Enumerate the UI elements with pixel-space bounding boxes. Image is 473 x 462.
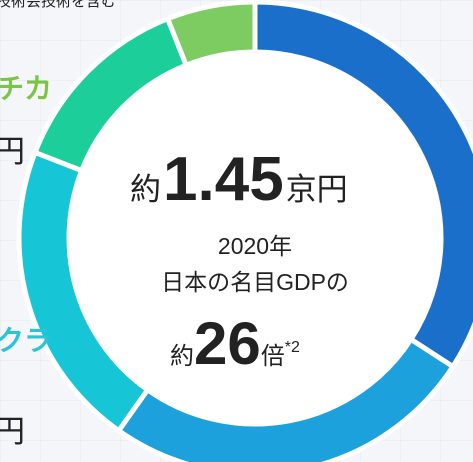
ratio-value: 26	[194, 310, 261, 377]
total-amount: 1.45	[163, 145, 284, 214]
side-label: クラ	[0, 325, 52, 356]
side-label: 円	[0, 414, 25, 449]
gdp-label: 日本の名目GDPの	[161, 269, 349, 295]
side-label: チカ	[0, 73, 52, 104]
side-label: 技術会技術を含む	[0, 0, 116, 10]
ratio-note: *2	[285, 339, 300, 356]
year-label: 2020年	[218, 233, 292, 259]
side-label: 円	[0, 134, 25, 169]
ratio-prefix: 約	[170, 343, 194, 370]
ratio: 約26倍*2	[170, 310, 300, 377]
total-unit: 京円	[286, 172, 348, 207]
total: 約1.45京円	[130, 145, 348, 214]
total-prefix: 約	[130, 172, 161, 207]
donut-hole	[69, 52, 441, 424]
ratio-unit: 倍	[261, 343, 285, 370]
